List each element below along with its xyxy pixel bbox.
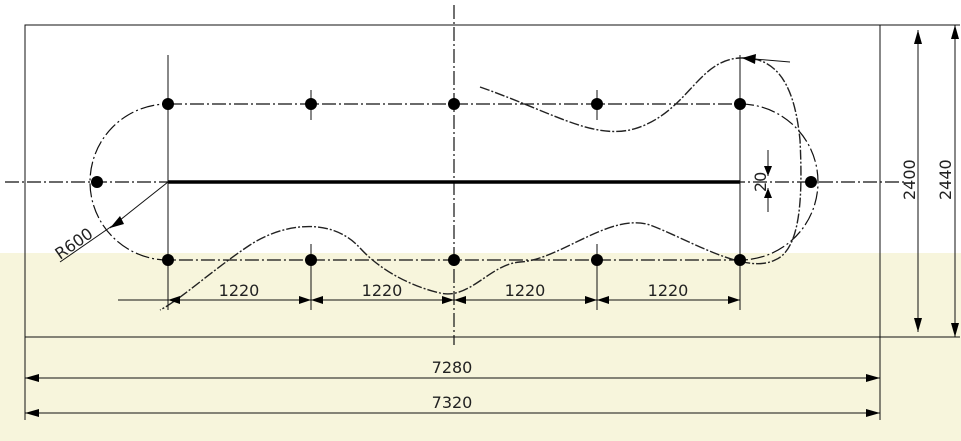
offset-arrow-bottom [764,188,772,198]
arrowhead-top [742,54,756,64]
spacing-arrow-2a [299,296,311,304]
inner-width-arrow-right [866,374,880,382]
inner-height-label: 2400 [900,159,919,200]
hole-dots [91,98,817,266]
hole-bottom-3 [448,254,460,266]
radius-label-line [59,225,113,263]
spacing-arrow-1 [168,296,180,304]
hole-top-2 [305,98,317,110]
hole-top-4 [591,98,603,110]
hole-left-end [91,176,103,188]
spacing-arrow-3b [454,296,466,304]
inner-height-arrow-top [914,30,922,44]
inner-height-arrow-bottom [914,318,922,332]
hole-top-3 [448,98,460,110]
outer-width-arrow-right [866,409,880,417]
spacing-arrow-2b [311,296,323,304]
offset-arrow-top [764,166,772,176]
toolpath-curve [159,57,802,311]
hole-top-1 [162,98,174,110]
spacing-arrow-4a [585,296,597,304]
outer-width-arrow-left [25,409,39,417]
spacing-arrow-5 [728,296,740,304]
hole-right-end [805,176,817,188]
spacing-label-2: 1220 [362,281,403,300]
radius-arrowhead [110,216,124,228]
outer-height-arrow-top [951,25,959,39]
spacing-arrow-4b [597,296,609,304]
hole-top-5 [734,98,746,110]
spacing-label-4: 1220 [648,281,689,300]
hole-bottom-1 [162,254,174,266]
offset-label: 20 [751,172,770,192]
hole-bottom-2 [305,254,317,266]
outer-width-label: 7320 [432,393,473,412]
outer-height-label: 2440 [936,159,955,200]
spacing-label-1: 1220 [219,281,260,300]
outer-height-arrow-bottom [951,323,959,337]
hole-bottom-4 [591,254,603,266]
inner-width-arrow-left [25,374,39,382]
spacing-arrow-3a [442,296,454,304]
hole-bottom-5 [734,254,746,266]
spacing-label-3: 1220 [505,281,546,300]
inner-width-label: 7280 [432,358,473,377]
highlight-band [0,253,961,441]
